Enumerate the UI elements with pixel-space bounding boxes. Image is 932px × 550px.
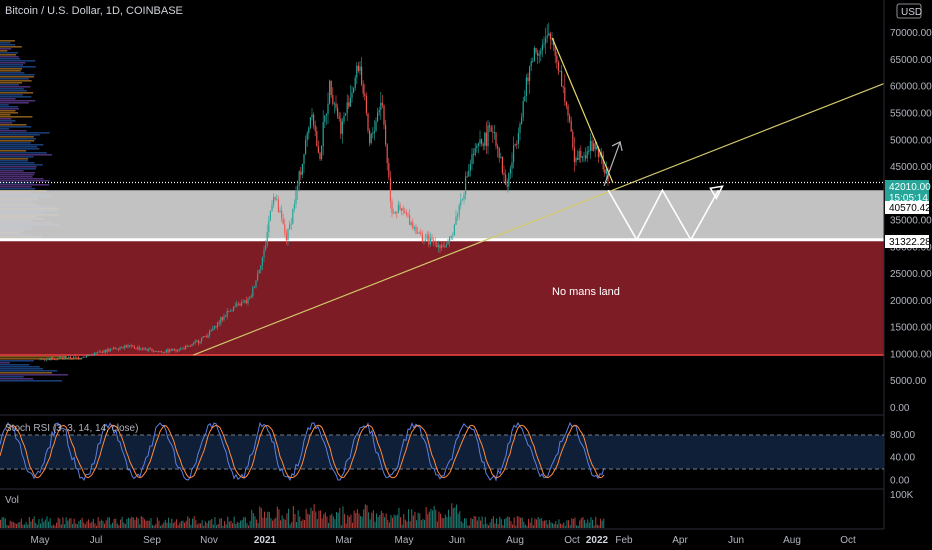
price-badge-zone-top: 40570.42: [885, 201, 931, 214]
descending-trendline[interactable]: [551, 37, 614, 183]
support-trendline[interactable]: [193, 82, 885, 356]
price-tick-label: 15000.00: [890, 323, 932, 334]
time-tick-label: Jul: [90, 535, 103, 546]
time-tick-label: Mar: [335, 535, 353, 546]
price-tick-label: 5000.00: [890, 376, 927, 387]
time-axis[interactable]: May Jul Sep Nov 2021 Mar May Jun Aug Oct 2022 Feb Ap…: [31, 535, 856, 546]
grey-zone: [0, 190, 884, 240]
price-candles: [39, 22, 609, 362]
stoch-rsi-tick-label: 80.00: [890, 430, 915, 441]
time-tick-label: May: [31, 535, 50, 546]
no-mans-land-label: No mans land: [552, 286, 620, 298]
time-tick-label: Aug: [783, 535, 801, 546]
price-tick-label: 65000.00: [890, 55, 932, 66]
stoch-rsi-d-line: [0, 424, 605, 479]
svg-text:USD: USD: [901, 7, 922, 18]
time-tick-label: 2021: [254, 535, 277, 546]
price-tick-label: 60000.00: [890, 82, 932, 93]
time-tick-label: Aug: [506, 535, 524, 546]
price-tick-label: 50000.00: [890, 135, 932, 146]
svg-text:40570.42: 40570.42: [889, 203, 931, 214]
projection-arrow-head: [709, 185, 724, 200]
stoch-rsi-tick-label: 40.00: [890, 453, 915, 464]
time-tick-label: Apr: [672, 535, 688, 546]
chart-title: Bitcoin / U.S. Dollar, 1D, COINBASE: [5, 5, 183, 17]
stoch-rsi-k-line: [0, 421, 605, 482]
time-tick-label: Feb: [615, 535, 633, 546]
breakout-arrow[interactable]: [603, 141, 621, 187]
price-tick-label: 25000.00: [890, 269, 932, 280]
time-tick-label: Oct: [564, 535, 580, 546]
time-tick-label: Oct: [840, 535, 856, 546]
currency-button[interactable]: USD: [896, 3, 922, 19]
svg-text:31322.28: 31322.28: [889, 237, 931, 248]
price-badge-last: 42010.00 15:05:14: [885, 180, 931, 204]
price-tick-label: 55000.00: [890, 108, 932, 119]
stoch-rsi-band: [0, 435, 884, 469]
volume-title[interactable]: Vol: [5, 495, 19, 506]
projection-zigzag[interactable]: [607, 188, 720, 242]
price-tick-label: 70000.00: [890, 28, 932, 39]
time-tick-label: Jun: [449, 535, 465, 546]
price-tick-label: 35000.00: [890, 216, 932, 227]
no-mans-land-zone: [0, 239, 884, 356]
stoch-rsi-title[interactable]: Stoch RSI (3, 3, 14, 14, close): [5, 423, 138, 434]
price-badge-zone-bottom: 31322.28: [885, 235, 931, 248]
price-tick-label: 45000.00: [890, 162, 932, 173]
time-tick-label: May: [395, 535, 414, 546]
price-tick-label: 0.00: [890, 403, 910, 414]
svg-text:15:05:14: 15:05:14: [889, 193, 928, 204]
price-tick-label: 20000.00: [890, 296, 932, 307]
volume-bars: [0, 503, 605, 528]
breakout-arrow-head: [611, 141, 623, 152]
price-tick-label: 10000.00: [890, 349, 932, 360]
time-tick-label: Nov: [200, 535, 218, 546]
time-tick-label: 2022: [586, 535, 609, 546]
svg-text:42010.00: 42010.00: [889, 182, 931, 193]
time-tick-label: Jun: [728, 535, 744, 546]
volume-tick-label: 100K: [890, 490, 914, 501]
time-tick-label: Sep: [143, 535, 161, 546]
stoch-rsi-tick-label: 0.00: [890, 476, 910, 487]
